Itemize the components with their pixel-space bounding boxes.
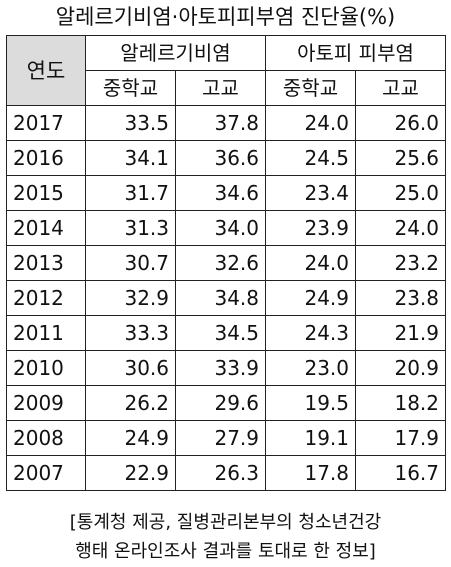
year-cell: 2016 bbox=[6, 140, 86, 176]
subheader-high-school: 고교 bbox=[354, 70, 447, 106]
value-cell: 29.6 bbox=[175, 385, 266, 421]
table-row: 2010 30.6 33.9 23.0 20.9 bbox=[6, 350, 447, 386]
value-cell: 32.9 bbox=[85, 280, 176, 316]
value-cell: 24.9 bbox=[85, 420, 176, 456]
table-header: 연도 알레르기비염 아토피 피부염 중학교 고교 중학교 고교 bbox=[6, 35, 447, 106]
allergic-rhinitis-group-header: 알레르기비염 bbox=[85, 35, 266, 71]
table-row: 2012 32.9 34.8 24.9 23.8 bbox=[6, 280, 447, 316]
year-cell: 2009 bbox=[6, 385, 86, 421]
year-cell: 2013 bbox=[6, 245, 86, 281]
subheader-middle-school: 중학교 bbox=[265, 70, 356, 106]
value-cell: 31.3 bbox=[85, 210, 176, 246]
value-cell: 33.9 bbox=[175, 350, 266, 386]
table-row: 2007 22.9 26.3 17.8 16.7 bbox=[6, 455, 447, 491]
value-cell: 24.0 bbox=[354, 210, 447, 246]
atopic-dermatitis-group-header: 아토피 피부염 bbox=[264, 35, 447, 71]
year-cell: 2015 bbox=[6, 175, 86, 211]
value-cell: 22.9 bbox=[85, 455, 176, 491]
value-cell: 23.8 bbox=[354, 280, 447, 316]
value-cell: 19.1 bbox=[265, 420, 356, 456]
value-cell: 16.7 bbox=[354, 455, 447, 491]
table-title: 알레르기비염·아토피피부염 진단율(%) bbox=[55, 5, 396, 29]
value-cell: 24.5 bbox=[265, 140, 356, 176]
value-cell: 30.7 bbox=[85, 245, 176, 281]
year-cell: 2012 bbox=[6, 280, 86, 316]
year-cell: 2011 bbox=[6, 315, 86, 351]
value-cell: 26.2 bbox=[85, 385, 176, 421]
value-cell: 26.3 bbox=[175, 455, 266, 491]
subheader-middle-school: 중학교 bbox=[85, 70, 176, 106]
value-cell: 33.3 bbox=[85, 315, 176, 351]
year-column-header: 연도 bbox=[6, 35, 86, 106]
value-cell: 17.9 bbox=[354, 420, 447, 456]
value-cell: 21.9 bbox=[354, 315, 447, 351]
value-cell: 34.0 bbox=[175, 210, 266, 246]
value-cell: 18.2 bbox=[354, 385, 447, 421]
value-cell: 24.0 bbox=[265, 105, 356, 141]
value-cell: 31.7 bbox=[85, 175, 176, 211]
table-row: 2013 30.7 32.6 24.0 23.2 bbox=[6, 245, 447, 281]
value-cell: 36.6 bbox=[175, 140, 266, 176]
value-cell: 34.1 bbox=[85, 140, 176, 176]
table-body: 2017 33.5 37.8 24.0 26.0 2016 34.1 36.6 … bbox=[6, 105, 447, 491]
value-cell: 17.8 bbox=[265, 455, 356, 491]
value-cell: 25.6 bbox=[354, 140, 447, 176]
value-cell: 34.8 bbox=[175, 280, 266, 316]
value-cell: 26.0 bbox=[354, 105, 447, 141]
source-note-line-2: 행태 온라인조사 결과를 토대로 한 정보] bbox=[75, 541, 376, 562]
value-cell: 23.2 bbox=[354, 245, 447, 281]
source-note-line-1: [통계청 제공, 질병관리본부의 청소년건강 bbox=[69, 512, 382, 533]
subheader-high-school: 고교 bbox=[175, 70, 266, 106]
value-cell: 25.0 bbox=[354, 175, 447, 211]
value-cell: 37.8 bbox=[175, 105, 266, 141]
value-cell: 19.5 bbox=[265, 385, 356, 421]
value-cell: 20.9 bbox=[354, 350, 447, 386]
value-cell: 24.3 bbox=[265, 315, 356, 351]
header-row-groups: 연도 알레르기비염 아토피 피부염 bbox=[6, 35, 447, 106]
year-cell: 2008 bbox=[6, 420, 86, 456]
table-row: 2011 33.3 34.5 24.3 21.9 bbox=[6, 315, 447, 351]
year-cell: 2014 bbox=[6, 210, 86, 246]
value-cell: 23.9 bbox=[265, 210, 356, 246]
value-cell: 32.6 bbox=[175, 245, 266, 281]
header-row-subgroups: 중학교 고교 중학교 고교 bbox=[7, 70, 447, 106]
value-cell: 33.5 bbox=[85, 105, 176, 141]
value-cell: 34.5 bbox=[175, 315, 266, 351]
table-row: 2009 26.2 29.6 19.5 18.2 bbox=[6, 385, 447, 421]
value-cell: 24.0 bbox=[265, 245, 356, 281]
value-cell: 34.6 bbox=[175, 175, 266, 211]
table-row: 2008 24.9 27.9 19.1 17.9 bbox=[6, 420, 447, 456]
year-cell: 2010 bbox=[6, 350, 86, 386]
table-row: 2017 33.5 37.8 24.0 26.0 bbox=[6, 105, 447, 141]
value-cell: 27.9 bbox=[175, 420, 266, 456]
table-row: 2014 31.3 34.0 23.9 24.0 bbox=[6, 210, 447, 246]
diagnosis-rate-table: 연도 알레르기비염 아토피 피부염 중학교 고교 중학교 고교 2017 33.… bbox=[6, 35, 447, 491]
value-cell: 23.4 bbox=[265, 175, 356, 211]
value-cell: 24.9 bbox=[265, 280, 356, 316]
table-row: 2015 31.7 34.6 23.4 25.0 bbox=[6, 175, 447, 211]
table-row: 2016 34.1 36.6 24.5 25.6 bbox=[6, 140, 447, 176]
value-cell: 30.6 bbox=[85, 350, 176, 386]
year-cell: 2017 bbox=[6, 105, 86, 141]
year-cell: 2007 bbox=[6, 455, 86, 491]
value-cell: 23.0 bbox=[265, 350, 356, 386]
